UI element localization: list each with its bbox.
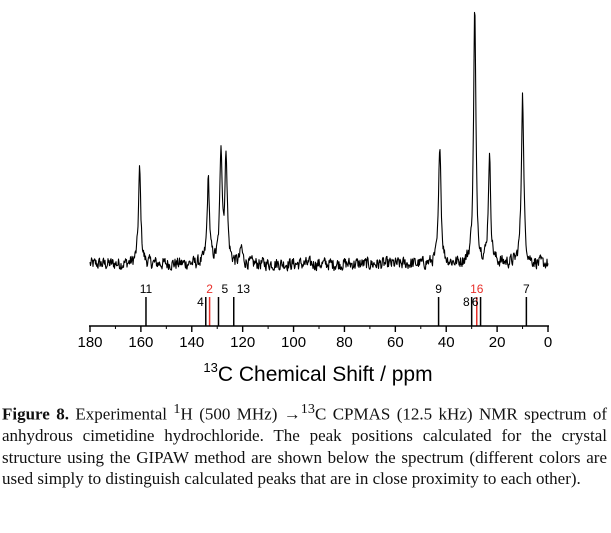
x-tick-label: 0 bbox=[544, 334, 552, 351]
x-axis-title-superscript: 13 bbox=[203, 360, 217, 375]
spectrum-trace bbox=[89, 11, 549, 272]
calculated-peak-label: 2 bbox=[206, 282, 213, 296]
x-axis: 180 160 140 120 100 80 60 40 20 0 bbox=[77, 325, 552, 351]
caption-text-2: H (500 MHz) → bbox=[180, 404, 301, 424]
calculated-peak-label: 13 bbox=[237, 282, 251, 296]
x-axis-title-text: C Chemical Shift / ppm bbox=[218, 363, 433, 386]
calculated-peak-label: 9 bbox=[435, 282, 442, 296]
caption-superscript-2: 13 bbox=[300, 401, 315, 417]
caption-figure-label: Figure 8. bbox=[2, 404, 70, 424]
calculated-peak-label: 5 bbox=[221, 282, 228, 296]
x-tick-label: 20 bbox=[489, 334, 506, 351]
x-tick-label: 100 bbox=[281, 334, 306, 351]
caption-text-1: Experimental bbox=[69, 404, 174, 424]
x-tick-label: 40 bbox=[438, 334, 455, 351]
calculated-peak-label: 7 bbox=[523, 282, 530, 296]
calculated-peak-label: 4 bbox=[197, 295, 204, 309]
x-tick-label: 80 bbox=[336, 334, 353, 351]
x-tick-label: 180 bbox=[77, 334, 102, 351]
x-tick-label: 160 bbox=[128, 334, 153, 351]
caption-superscript-1: 1 bbox=[173, 401, 181, 417]
x-tick-label: 60 bbox=[387, 334, 404, 351]
calculated-peak-label: 11 bbox=[140, 282, 153, 296]
figure-caption: Figure 8. Experimental 1H (500 MHz) →13C… bbox=[2, 399, 607, 490]
x-axis-title: 13C Chemical Shift / ppm bbox=[203, 360, 432, 386]
spectrum-trace-layer bbox=[89, 11, 549, 272]
x-tick-label: 120 bbox=[230, 334, 255, 351]
calculated-peak-label: 6 bbox=[472, 295, 479, 309]
caption-text-3: C CPMAS (12.5 kHz) NMR spectrum of anhyd… bbox=[2, 404, 607, 489]
calculated-peak-label: 16 bbox=[470, 282, 484, 296]
x-tick-label: 140 bbox=[179, 334, 204, 351]
calculated-peak-label: 8 bbox=[463, 295, 470, 309]
